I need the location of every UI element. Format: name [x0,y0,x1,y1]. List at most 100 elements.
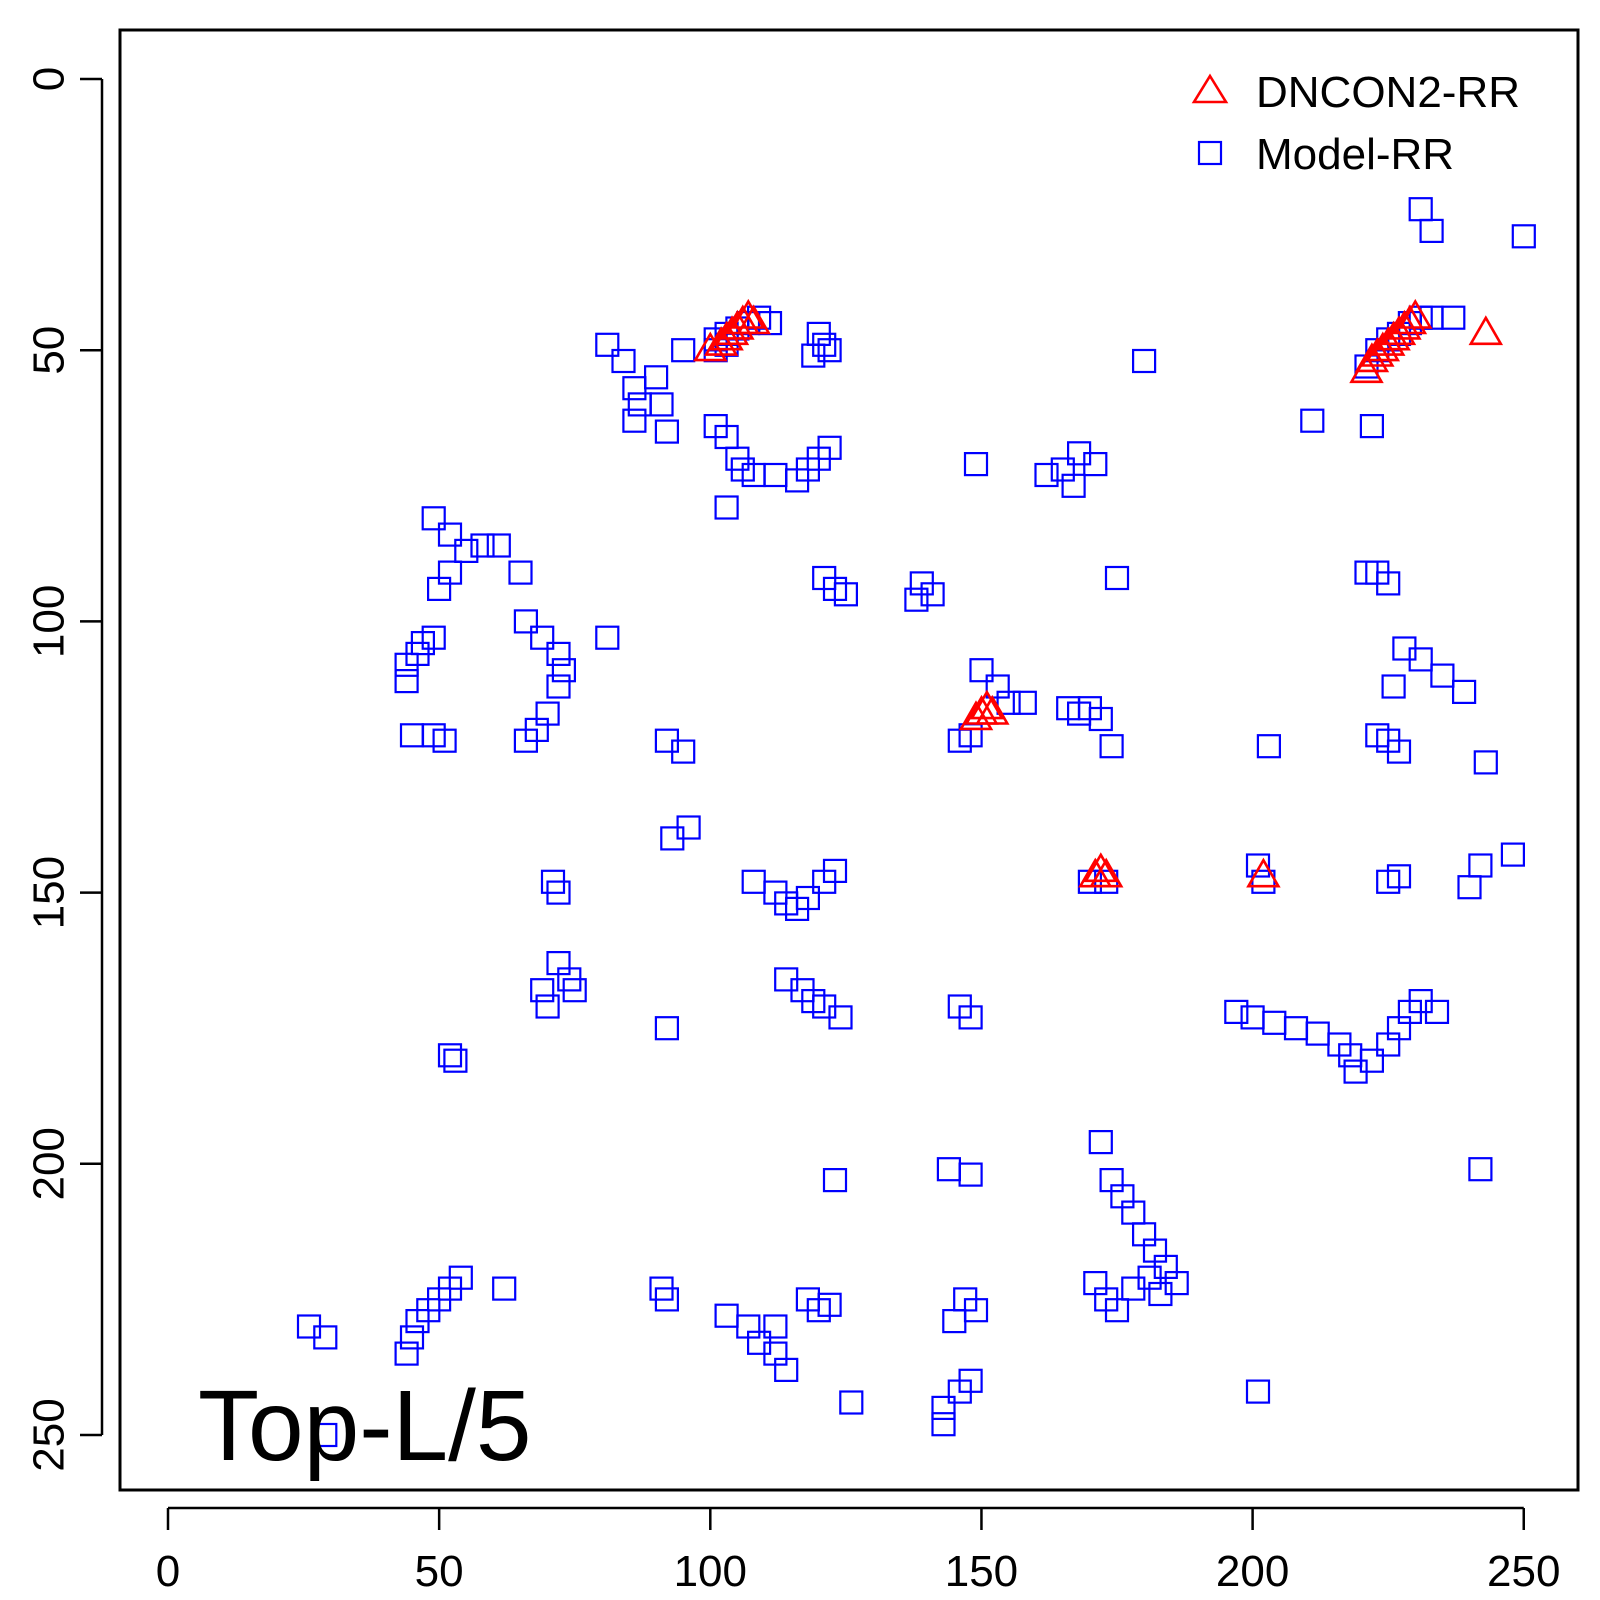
model-rr-point [671,338,696,363]
dncon2-rr-point [1083,852,1119,883]
model-rr-point [513,609,539,634]
dncon2-rr-point [1387,309,1422,340]
dncon2-rr-point [709,320,744,351]
model-rr-point [643,365,669,390]
y-tick-label: 50 [24,326,73,375]
model-rr-point [1061,473,1086,498]
axes-layer: 0 50 100 150 200 250 0 50 100 150 200 250 [24,67,1560,1596]
dncon2-rr-point [736,304,771,335]
model-rr-point [676,815,701,840]
model-rr-point [654,419,680,444]
model-rr-point [454,538,479,564]
y-tick-label: 250 [24,1398,73,1471]
model-rr-point [1511,224,1536,249]
model-rr-point [1012,690,1037,715]
model-rr-point [394,668,419,694]
model-rr-point [492,1276,517,1301]
model-rr-point [1473,750,1498,775]
dncon2-rr-point [969,689,1005,720]
legend-label-model-rr: Model-RR [1256,130,1454,179]
model-rr-point [654,1016,680,1041]
model-rr-point [313,1422,338,1448]
model-rr-point [313,1325,338,1350]
legend: DNCON2-RR Model-RR [1191,68,1520,179]
model-rr-point [622,408,647,433]
model-rr-point [1468,853,1493,878]
x-tick-label: 150 [945,1547,1018,1596]
model-rr-point [763,1314,788,1339]
dncon2-rr-point [1365,331,1401,362]
dncon2-rr-point [975,694,1010,725]
model-rr-point [546,641,571,667]
model-rr-point [1088,1129,1113,1155]
model-rr-point [1083,452,1108,477]
model-rr-point [1131,348,1157,374]
y-tick-label: 150 [24,856,73,929]
dncon2-rr-point [958,700,994,731]
dncon2-rr-point [1376,320,1411,351]
model-rr-point [486,533,511,558]
model-rr-point [714,495,739,520]
model-rr-point [1088,706,1113,732]
panel-annotation: Top-L/5 [198,1370,532,1482]
model-rr-point [817,435,842,460]
model-rr-point [1104,1298,1130,1323]
model-rr-point [513,728,539,753]
model-rr-point [1104,565,1130,591]
model-rr-point [671,739,696,764]
dncon2-rr-point [720,309,755,340]
model-rr-point [774,1357,799,1383]
model-rr-point [1430,663,1455,688]
dncon2-rr-point [1398,298,1433,329]
model-rr-point [822,858,848,884]
model-rr-point [611,348,636,374]
dncon2-rr-point [1088,857,1124,888]
model-rr-point [530,978,555,1003]
y-tick-label: 0 [24,67,73,91]
model-rr-point [1245,853,1271,878]
model-rr-point [1121,1276,1146,1301]
model-rr-point [1441,305,1466,330]
model-rr-point [1300,408,1325,433]
model-rr-point [958,1162,983,1187]
dncon2-rr-point [1354,342,1390,373]
model-rr-point [822,1167,848,1193]
model-rr-point [920,582,945,607]
model-rr-point [432,728,457,753]
legend-label-dncon2-rr: DNCON2-RR [1256,68,1520,117]
model-rr-point [828,1005,853,1030]
model-rr-point [595,332,620,357]
model-rr-point [427,576,452,602]
x-tick-label: 100 [674,1547,747,1596]
model-rr-point [1500,842,1526,867]
model-rr-point [942,1308,967,1334]
model-rr-point [904,587,929,612]
model-rr-point [1148,1281,1173,1307]
model-rr-point [546,674,571,699]
model-rr-point [508,560,533,585]
dncon2-rr-point [731,298,766,329]
points-layer [296,197,1536,1448]
model-rr-point [958,1005,983,1030]
model-rr-point [833,582,859,607]
x-tick-label: 0 [156,1547,180,1596]
model-rr-point [817,1292,842,1317]
dncon2-rr-point [1392,304,1428,335]
model-rr-point [530,625,555,650]
model-rr-point [1386,864,1412,889]
model-rr-point [654,1287,680,1312]
model-rr-point [1224,999,1249,1025]
y-tick-label: 100 [24,585,73,658]
model-rr-point [1381,674,1406,699]
model-rr-point [1468,1157,1493,1182]
model-rr-point [969,658,994,683]
x-tick-label: 200 [1216,1547,1289,1596]
model-rr-point [839,1390,864,1415]
model-rr-point [801,343,826,368]
dncon2-rr-point [1381,315,1417,346]
dncon2-rr-point [1360,336,1395,367]
dncon2-rr-point [1468,315,1504,346]
model-rr-point [1408,647,1433,672]
dncon2-rr-point [1370,326,1406,356]
